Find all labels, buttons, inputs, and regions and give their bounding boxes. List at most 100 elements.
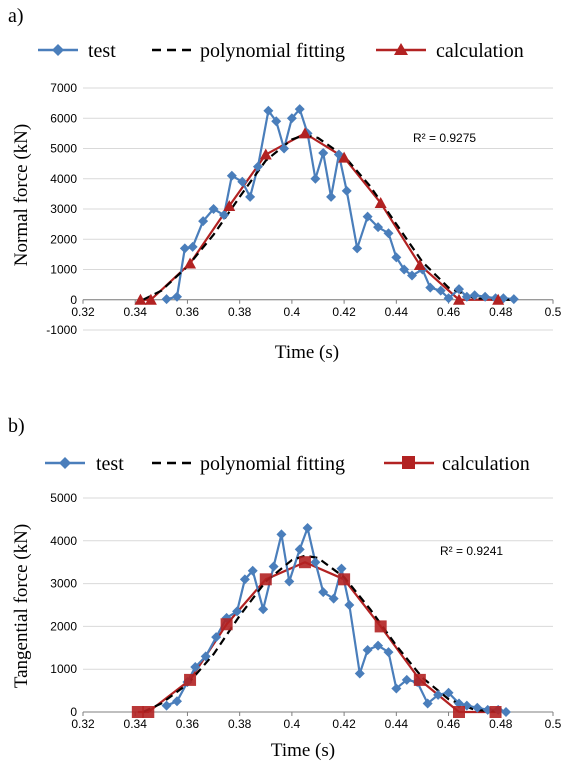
test-point bbox=[422, 698, 433, 709]
y-tick-label: 6000 bbox=[50, 111, 77, 125]
panel-a-label: a) bbox=[8, 5, 24, 27]
x-tick-label: 0.36 bbox=[176, 717, 200, 731]
test-point bbox=[469, 290, 480, 301]
plot-area-b: 0 1000 2000 3000 4000 5000 0.32 0.34 0.36 0.38 0.4… bbox=[50, 491, 561, 731]
test-point bbox=[435, 285, 446, 296]
calculation-point bbox=[298, 556, 311, 569]
test-point bbox=[407, 270, 417, 281]
test-point bbox=[336, 563, 347, 574]
y-tick-label: 3000 bbox=[50, 202, 77, 216]
legend-a-test-marker bbox=[52, 44, 64, 56]
x-tick-label: 0.5 bbox=[545, 717, 562, 731]
test-point bbox=[383, 647, 394, 658]
calculation-point bbox=[259, 148, 272, 160]
test-point bbox=[219, 210, 229, 221]
calculation-point bbox=[489, 706, 502, 718]
calculation-point bbox=[298, 127, 311, 139]
test-point bbox=[433, 689, 444, 700]
panel-a: a) test polynomial fitting calculation -… bbox=[8, 5, 562, 363]
calculation-point bbox=[223, 199, 236, 211]
y-axis-title-a: Normal force (kN) bbox=[11, 124, 32, 266]
y-tick-label: 4000 bbox=[50, 534, 77, 548]
test-point bbox=[318, 587, 329, 598]
test-point bbox=[362, 211, 373, 222]
y-tick-label: 7000 bbox=[50, 81, 77, 95]
calculation-point bbox=[184, 257, 197, 269]
calculation-point bbox=[492, 293, 505, 305]
test-point bbox=[373, 222, 384, 233]
calculation-point bbox=[374, 196, 387, 208]
test-point bbox=[252, 161, 263, 172]
test-point bbox=[237, 176, 248, 187]
y-tick-label: 4000 bbox=[50, 172, 77, 186]
legend-b-test-marker bbox=[59, 457, 71, 469]
legend-b-calc-label: calculation bbox=[442, 453, 530, 475]
test-point bbox=[284, 576, 295, 587]
test-point bbox=[239, 574, 250, 585]
calculation-point bbox=[134, 293, 147, 305]
test-point bbox=[187, 241, 198, 252]
test-point bbox=[443, 687, 454, 698]
x-tick-label: 0.4 bbox=[284, 717, 301, 731]
x-tick-label: 0.34 bbox=[124, 717, 148, 731]
x-tick-label: 0.36 bbox=[176, 305, 200, 319]
test-point bbox=[247, 565, 258, 576]
test-point bbox=[472, 702, 483, 713]
calculation-point bbox=[338, 151, 351, 163]
r2-annotation-a: R² = 0.9275 bbox=[413, 131, 476, 145]
test-point bbox=[328, 593, 339, 604]
test-point bbox=[232, 606, 243, 617]
test-point bbox=[208, 204, 219, 214]
test-point bbox=[302, 522, 313, 533]
test-point bbox=[354, 668, 365, 679]
y-tick-label: 3000 bbox=[50, 577, 77, 591]
legend-b: test polynomial fitting calculation bbox=[45, 453, 530, 475]
test-point bbox=[268, 561, 279, 572]
test-point bbox=[443, 293, 454, 304]
test-point bbox=[508, 294, 519, 305]
test-point bbox=[391, 252, 402, 263]
test-point bbox=[271, 116, 282, 127]
test-point bbox=[245, 191, 256, 202]
r2-annotation-b: R² = 0.9241 bbox=[440, 544, 503, 558]
calculation-point bbox=[374, 620, 387, 633]
calculation-point bbox=[131, 706, 144, 718]
test-point bbox=[172, 696, 182, 707]
polynomial-fit-line bbox=[142, 554, 506, 714]
legend-a: test polynomial fitting calculation bbox=[38, 40, 524, 62]
y-tick-label: 5000 bbox=[50, 142, 77, 156]
test-point bbox=[258, 604, 269, 615]
test-point bbox=[362, 644, 373, 655]
test-point bbox=[161, 700, 172, 711]
y-tick-label: 0 bbox=[70, 293, 77, 307]
calculation-point bbox=[413, 258, 426, 270]
test-point bbox=[190, 662, 201, 673]
legend-a-fit-label: polynomial fitting bbox=[200, 40, 345, 62]
test-point bbox=[383, 228, 394, 239]
x-tick-label: 0.46 bbox=[437, 717, 461, 731]
y-tick-label: 1000 bbox=[50, 263, 77, 277]
y-axis-title-b: Tangential force (kN) bbox=[11, 524, 32, 688]
x-tick-label: 0.42 bbox=[332, 717, 356, 731]
calculation-point bbox=[453, 293, 465, 305]
test-point bbox=[226, 170, 237, 181]
test-point bbox=[276, 529, 287, 540]
test-point bbox=[391, 683, 402, 694]
test-point bbox=[310, 557, 321, 568]
y-tick-label: 2000 bbox=[50, 619, 77, 633]
calculation-point bbox=[453, 706, 465, 718]
legend-a-calc-marker bbox=[394, 43, 408, 55]
x-tick-label: 0.34 bbox=[124, 305, 148, 319]
test-point bbox=[318, 148, 329, 159]
y-tick-label: 2000 bbox=[50, 232, 77, 246]
x-axis-title-a: Time (s) bbox=[275, 342, 339, 363]
test-point bbox=[172, 291, 182, 302]
plot-area-a: -1000 0 1000 2000 3000 4000 5000 6000 7000 0.32 0.… bbox=[46, 81, 561, 337]
test-point bbox=[294, 544, 305, 555]
test-series-line bbox=[166, 108, 514, 301]
test-point bbox=[454, 284, 464, 295]
test-point bbox=[211, 632, 222, 643]
test-point bbox=[480, 291, 491, 302]
legend-b-test-label: test bbox=[96, 453, 124, 475]
test-point bbox=[161, 294, 172, 305]
